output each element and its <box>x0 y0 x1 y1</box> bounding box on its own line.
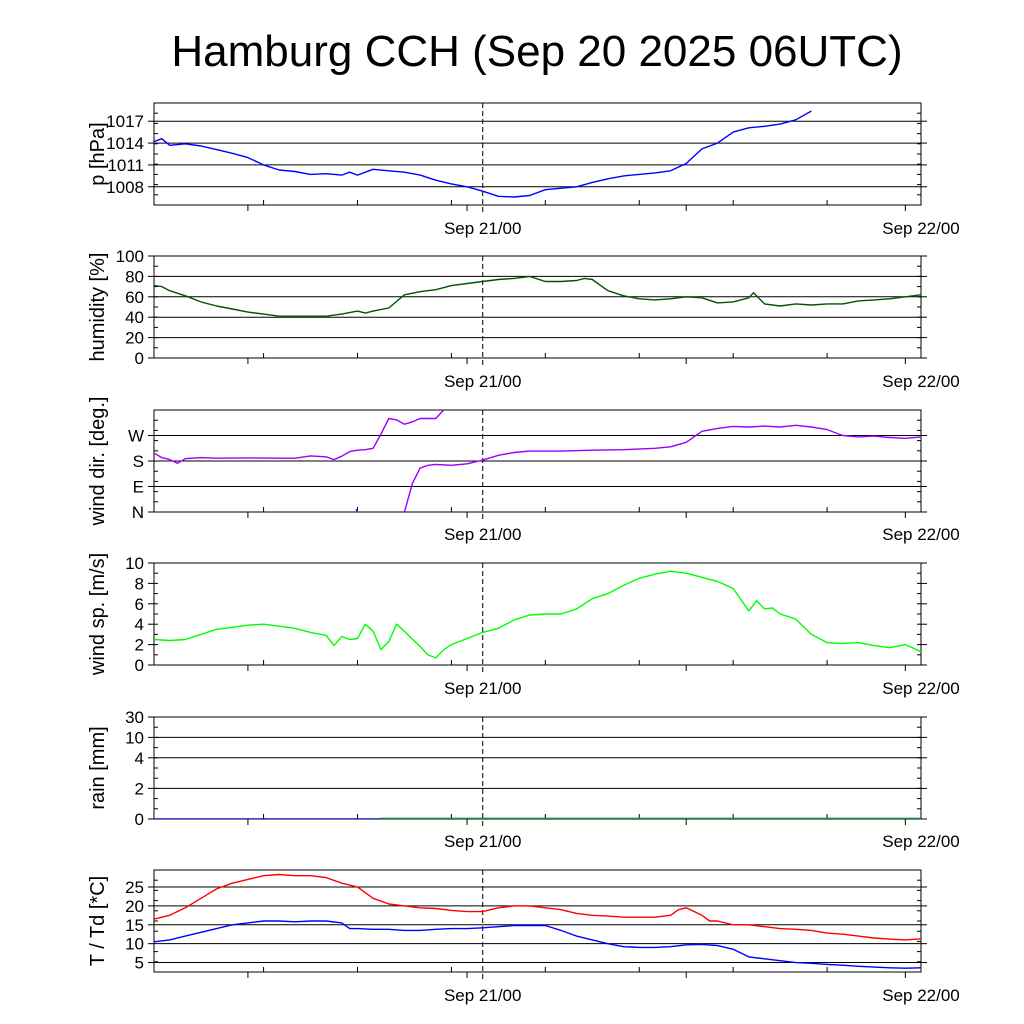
y-tick-label: 0 <box>135 656 144 675</box>
series-line-wind_speed <box>154 570 921 659</box>
y-tick-label: 10 <box>125 554 144 573</box>
y-tick-label: 4 <box>135 749 144 768</box>
chart-title: Hamburg CCH (Sep 20 2025 06UTC) <box>171 27 902 76</box>
panel-pressure: 1008 1011 1014 1017 Sep 21/00 Sep 22/00 p [hPa… <box>87 102 960 238</box>
y-tick-label: 100 <box>116 247 144 266</box>
y-tick-label: 2 <box>135 779 144 798</box>
x-tick-label: Sep 21/00 <box>444 679 522 698</box>
series-line-pressure <box>154 110 812 198</box>
x-tick-label: Sep 22/00 <box>882 219 960 238</box>
y-tick-label: 8 <box>135 574 144 593</box>
series-line-wind_direction-seg2 <box>403 424 921 512</box>
y-tick-label: N <box>132 503 144 522</box>
y-tick-label: 0 <box>135 810 144 829</box>
plot-frame <box>153 255 922 359</box>
y-axis-label: wind dir. [deg.] <box>87 397 109 527</box>
y-tick-label: 1008 <box>106 178 144 197</box>
x-tick-label: Sep 21/00 <box>444 372 522 391</box>
y-tick-label: 6 <box>135 595 144 614</box>
y-tick-label: 25 <box>125 878 144 897</box>
y-tick-label: 1014 <box>106 134 144 153</box>
y-tick-label: 20 <box>125 329 144 348</box>
y-axis-label: wind sp. [m/s] <box>87 553 109 676</box>
y-tick-label: 30 <box>125 708 144 727</box>
x-tick-label: Sep 21/00 <box>444 832 522 851</box>
panel-wind_speed: 02 46 810 Sep 21/00 Sep 22/00 wind sp. [m/s] <box>87 553 960 698</box>
y-tick-label: W <box>128 427 144 446</box>
x-tick-label: Sep 21/00 <box>444 525 522 544</box>
y-tick-label: 40 <box>125 308 144 327</box>
x-tick-label: Sep 21/00 <box>444 986 522 1005</box>
y-tick-label: 80 <box>125 267 144 286</box>
y-tick-label: 2 <box>135 636 144 655</box>
series-line-wind_direction-seg0 <box>154 410 445 464</box>
y-tick-label: 15 <box>125 916 144 935</box>
x-tick-label: Sep 22/00 <box>882 372 960 391</box>
y-tick-label: 1011 <box>107 156 144 175</box>
y-tick-label: 10 <box>125 728 144 747</box>
y-axis-label: rain [mm] <box>87 726 109 809</box>
plot-frame <box>153 102 922 206</box>
y-tick-label: 20 <box>125 897 144 916</box>
y-tick-label: E <box>133 478 144 497</box>
x-tick-label: Sep 22/00 <box>882 679 960 698</box>
y-axis-label: T / Td [*C] <box>87 876 109 966</box>
plot-frame <box>153 716 922 820</box>
series-line-wind_direction-seg1 <box>355 508 359 512</box>
x-tick-label: Sep 22/00 <box>882 525 960 544</box>
y-tick-label: 0 <box>135 349 144 368</box>
x-tick-label: Sep 21/00 <box>444 219 522 238</box>
series-line-humidity <box>154 275 921 317</box>
x-tick-label: Sep 22/00 <box>882 986 960 1005</box>
y-axis-label: p [hPa] <box>87 122 109 185</box>
x-tick-label: Sep 22/00 <box>882 832 960 851</box>
y-tick-label: 4 <box>135 615 144 634</box>
series-line-temperature-t <box>154 873 921 941</box>
y-tick-label: 10 <box>125 935 144 954</box>
y-tick-label: 1017 <box>106 112 144 131</box>
y-tick-label: 60 <box>125 288 144 307</box>
y-axis-label: humidity [%] <box>87 253 109 362</box>
y-tick-label: S <box>133 452 144 471</box>
y-tick-label: 5 <box>135 954 144 973</box>
series-line-temperature-td <box>154 920 921 969</box>
